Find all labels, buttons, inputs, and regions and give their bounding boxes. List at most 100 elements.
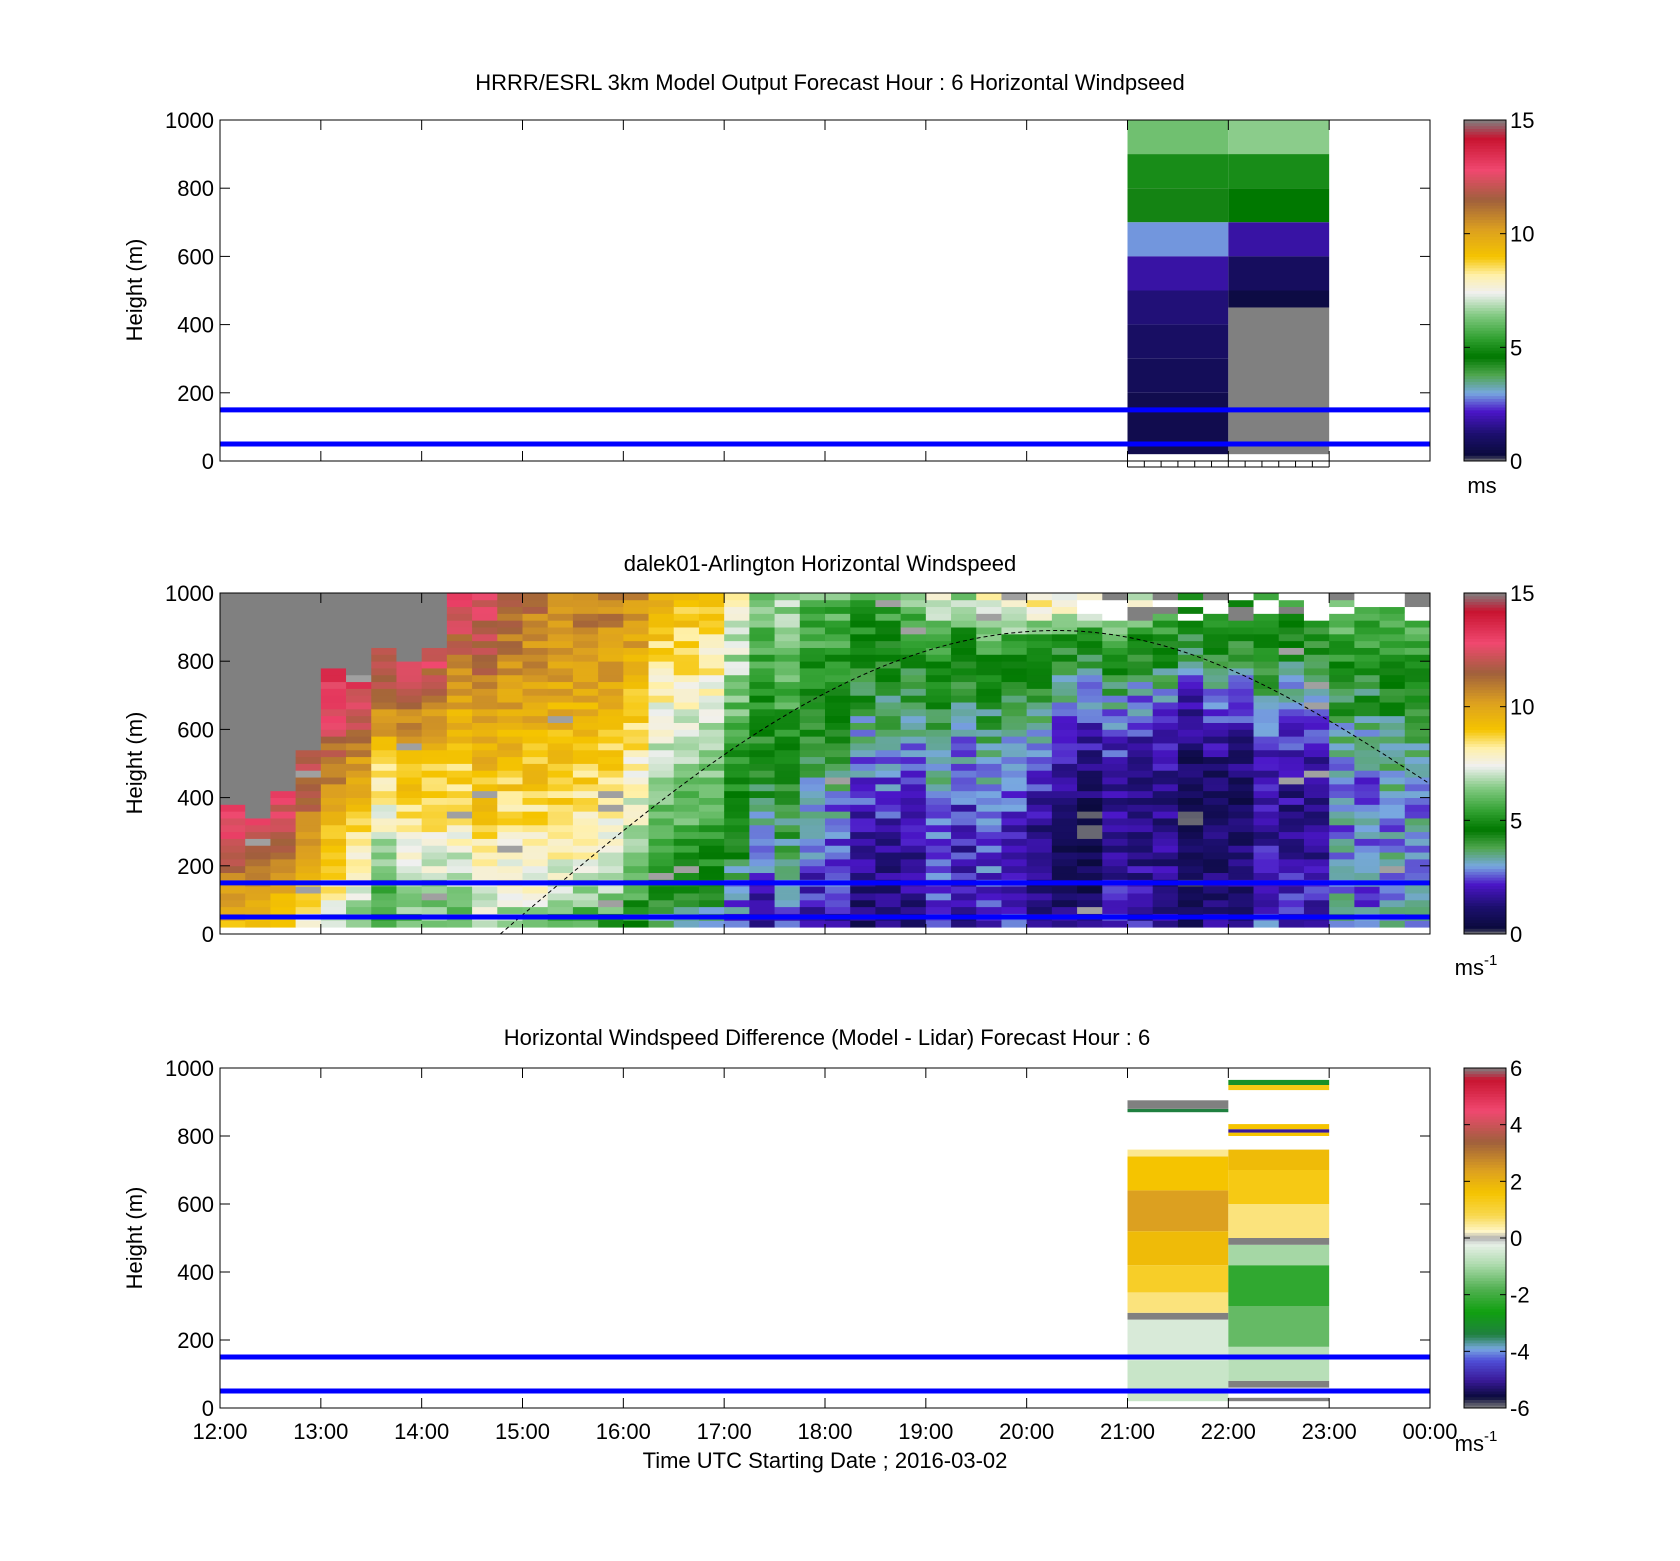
heatmap-cell xyxy=(1026,729,1053,737)
heatmap-cell xyxy=(673,633,700,642)
heatmap-cell xyxy=(1203,674,1229,683)
heatmap-cell xyxy=(572,715,599,723)
heatmap-cell xyxy=(1404,906,1431,914)
heatmap-cell xyxy=(1203,654,1229,662)
heatmap-cell xyxy=(925,831,952,839)
heatmap-cell xyxy=(1228,790,1254,798)
heatmap-cell xyxy=(1278,633,1305,642)
heatmap-cell xyxy=(522,920,549,928)
heatmap-cell xyxy=(497,593,523,601)
heatmap-cell xyxy=(497,749,523,758)
heatmap-cell xyxy=(396,729,423,737)
heatmap-cell xyxy=(1077,770,1103,778)
heatmap-cell xyxy=(245,681,271,689)
heatmap-cell xyxy=(1278,852,1305,860)
heatmap-cell xyxy=(547,620,574,628)
heatmap-cell xyxy=(799,593,826,601)
colorbar-segment xyxy=(1464,1311,1506,1315)
heatmap-cell xyxy=(371,702,397,710)
heatmap-cell xyxy=(1203,736,1229,744)
heatmap-cell xyxy=(1152,613,1179,621)
heatmap-cell xyxy=(295,620,322,628)
heatmap-cell xyxy=(976,920,1002,928)
heatmap-cell xyxy=(648,852,675,860)
heatmap-cell xyxy=(698,640,725,648)
heatmap-cell xyxy=(1102,906,1128,914)
heatmap-cell xyxy=(1228,674,1254,683)
heatmap-cell xyxy=(1379,777,1406,785)
heatmap-cell xyxy=(295,749,322,758)
y-tick-label: 800 xyxy=(177,649,214,674)
heatmap-cell xyxy=(1077,920,1103,928)
heatmap-cell xyxy=(925,899,952,908)
heatmap-cell xyxy=(825,811,851,819)
heatmap-cell xyxy=(245,886,271,894)
heatmap-cell xyxy=(1379,674,1406,683)
heatmap-cell xyxy=(951,695,977,703)
heatmap-cell xyxy=(749,749,775,758)
heatmap-cell xyxy=(925,722,952,730)
heatmap-cell xyxy=(497,654,523,662)
heatmap-cell xyxy=(774,627,801,635)
heatmap-cell xyxy=(320,783,347,792)
heatmap-cell xyxy=(648,640,675,648)
heatmap-cell xyxy=(1177,620,1204,628)
heatmap-cell xyxy=(295,688,322,696)
panel-model-reflines xyxy=(220,407,1430,447)
heatmap-cell xyxy=(875,906,902,914)
heatmap-cell xyxy=(220,736,246,744)
heatmap-cell xyxy=(774,743,801,751)
heatmap-cell xyxy=(1228,893,1254,901)
heatmap-cell xyxy=(346,674,372,683)
heatmap-cell xyxy=(245,831,271,839)
heatmap-cell xyxy=(1152,661,1179,669)
heatmap-cell xyxy=(774,708,801,717)
heatmap-cell xyxy=(1077,654,1103,662)
heatmap-cell xyxy=(1253,893,1280,901)
heatmap-cell xyxy=(1228,886,1254,894)
heatmap-cell xyxy=(270,783,297,792)
heatmap-cell xyxy=(1253,920,1280,928)
heatmap-cell xyxy=(724,756,750,764)
heatmap-cell xyxy=(1228,188,1330,223)
heatmap-cell xyxy=(1102,743,1128,751)
heatmap-cell xyxy=(598,893,624,901)
heatmap-cell xyxy=(220,818,246,826)
colorbar-segment xyxy=(1464,772,1506,776)
heatmap-cell xyxy=(875,872,902,880)
heatmap-cell xyxy=(572,872,599,880)
heatmap-cell xyxy=(295,743,322,751)
heatmap-cell xyxy=(951,858,977,867)
heatmap-cell xyxy=(1253,886,1280,894)
heatmap-cell xyxy=(1303,783,1330,792)
heatmap-cell xyxy=(1077,899,1103,908)
heatmap-cell xyxy=(925,695,952,703)
heatmap-cell xyxy=(749,681,775,689)
heatmap-cell xyxy=(1329,777,1355,785)
heatmap-cell xyxy=(875,708,902,717)
heatmap-cell xyxy=(421,722,448,730)
heatmap-cell xyxy=(951,783,977,792)
heatmap-cell xyxy=(1329,640,1355,648)
heatmap-cell xyxy=(1329,763,1355,771)
heatmap-cell xyxy=(1379,831,1406,839)
heatmap-cell xyxy=(1379,743,1406,751)
heatmap-cell xyxy=(875,818,902,826)
heatmap-cell xyxy=(572,613,599,621)
heatmap-cell xyxy=(799,845,826,853)
heatmap-cell xyxy=(698,722,725,730)
heatmap-cell xyxy=(572,893,599,901)
heatmap-cell xyxy=(1127,633,1154,642)
heatmap-cell xyxy=(396,627,423,635)
heatmap-cell xyxy=(673,811,700,819)
colorbar-segment xyxy=(1464,262,1506,266)
colorbar-segment xyxy=(1464,253,1506,257)
heatmap-cell xyxy=(1278,743,1305,751)
colorbar-segment xyxy=(1464,1345,1506,1349)
heatmap-cell xyxy=(825,722,851,730)
heatmap-cell xyxy=(396,804,423,812)
heatmap-cell xyxy=(1404,599,1431,608)
heatmap-cell xyxy=(598,749,624,758)
colorbar-segment xyxy=(1464,230,1506,235)
heatmap-cell xyxy=(1026,886,1053,894)
